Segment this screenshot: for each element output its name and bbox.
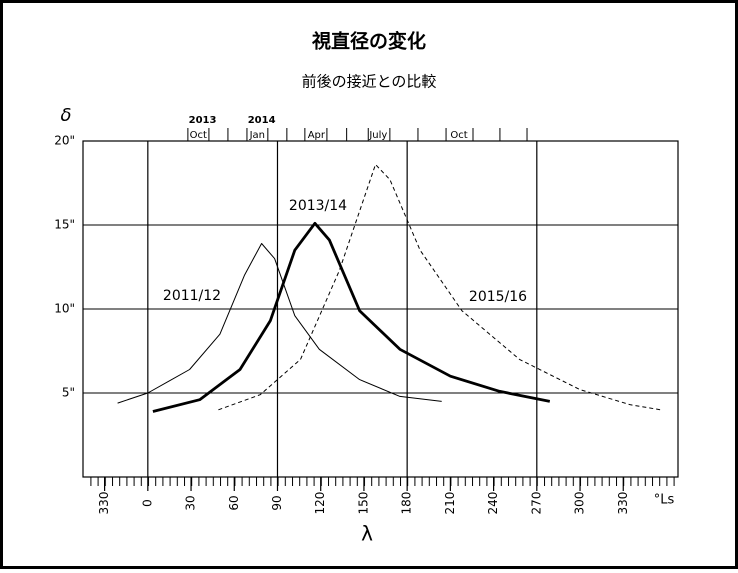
x-tick-label: 150 [356, 492, 370, 515]
series-label: 2013/14 [289, 198, 347, 214]
x-tick-label: 240 [486, 492, 500, 515]
top-month-label: July [368, 130, 387, 141]
top-year-label: 2014 [248, 115, 276, 126]
x-tick-label: 180 [400, 492, 414, 515]
series-label: 2015/16 [469, 289, 527, 305]
series-line [218, 164, 661, 411]
x-axis-label: λ [361, 522, 373, 546]
x-tick-label: 30 [184, 495, 198, 510]
top-month-label: Oct [190, 130, 207, 141]
x-unit: °Ls [654, 493, 675, 508]
minor-ticks [88, 477, 678, 486]
y-tick-label: 5" [62, 386, 75, 400]
x-tick-label: 330 [616, 492, 630, 515]
x-tick-label: 210 [443, 492, 457, 515]
series-line [117, 243, 442, 404]
top-month-label: Jan [249, 130, 265, 141]
top-month-label: Apr [308, 130, 326, 141]
x-tick-label: 0 [140, 499, 154, 507]
chart-title: 視直径の変化 [311, 30, 426, 53]
series-label: 2011/12 [163, 288, 221, 304]
x-tick-label: 330 [97, 492, 111, 515]
y-tick-label: 10" [54, 302, 75, 316]
top-year-label: 2013 [189, 115, 217, 126]
y-axis-label: δ [60, 105, 71, 126]
top-month-label: Oct [450, 130, 467, 141]
x-tick-label: 120 [313, 492, 327, 515]
y-tick-label: 15" [54, 218, 75, 232]
series-line [152, 221, 551, 413]
x-tick-label: 300 [573, 492, 587, 515]
chart-subtitle: 前後の接近との比較 [302, 73, 437, 91]
x-tick-label: 270 [529, 492, 543, 515]
x-tick-label: 60 [227, 495, 241, 510]
x-tick-label: 90 [270, 495, 284, 510]
y-tick-label: 20" [54, 134, 75, 148]
